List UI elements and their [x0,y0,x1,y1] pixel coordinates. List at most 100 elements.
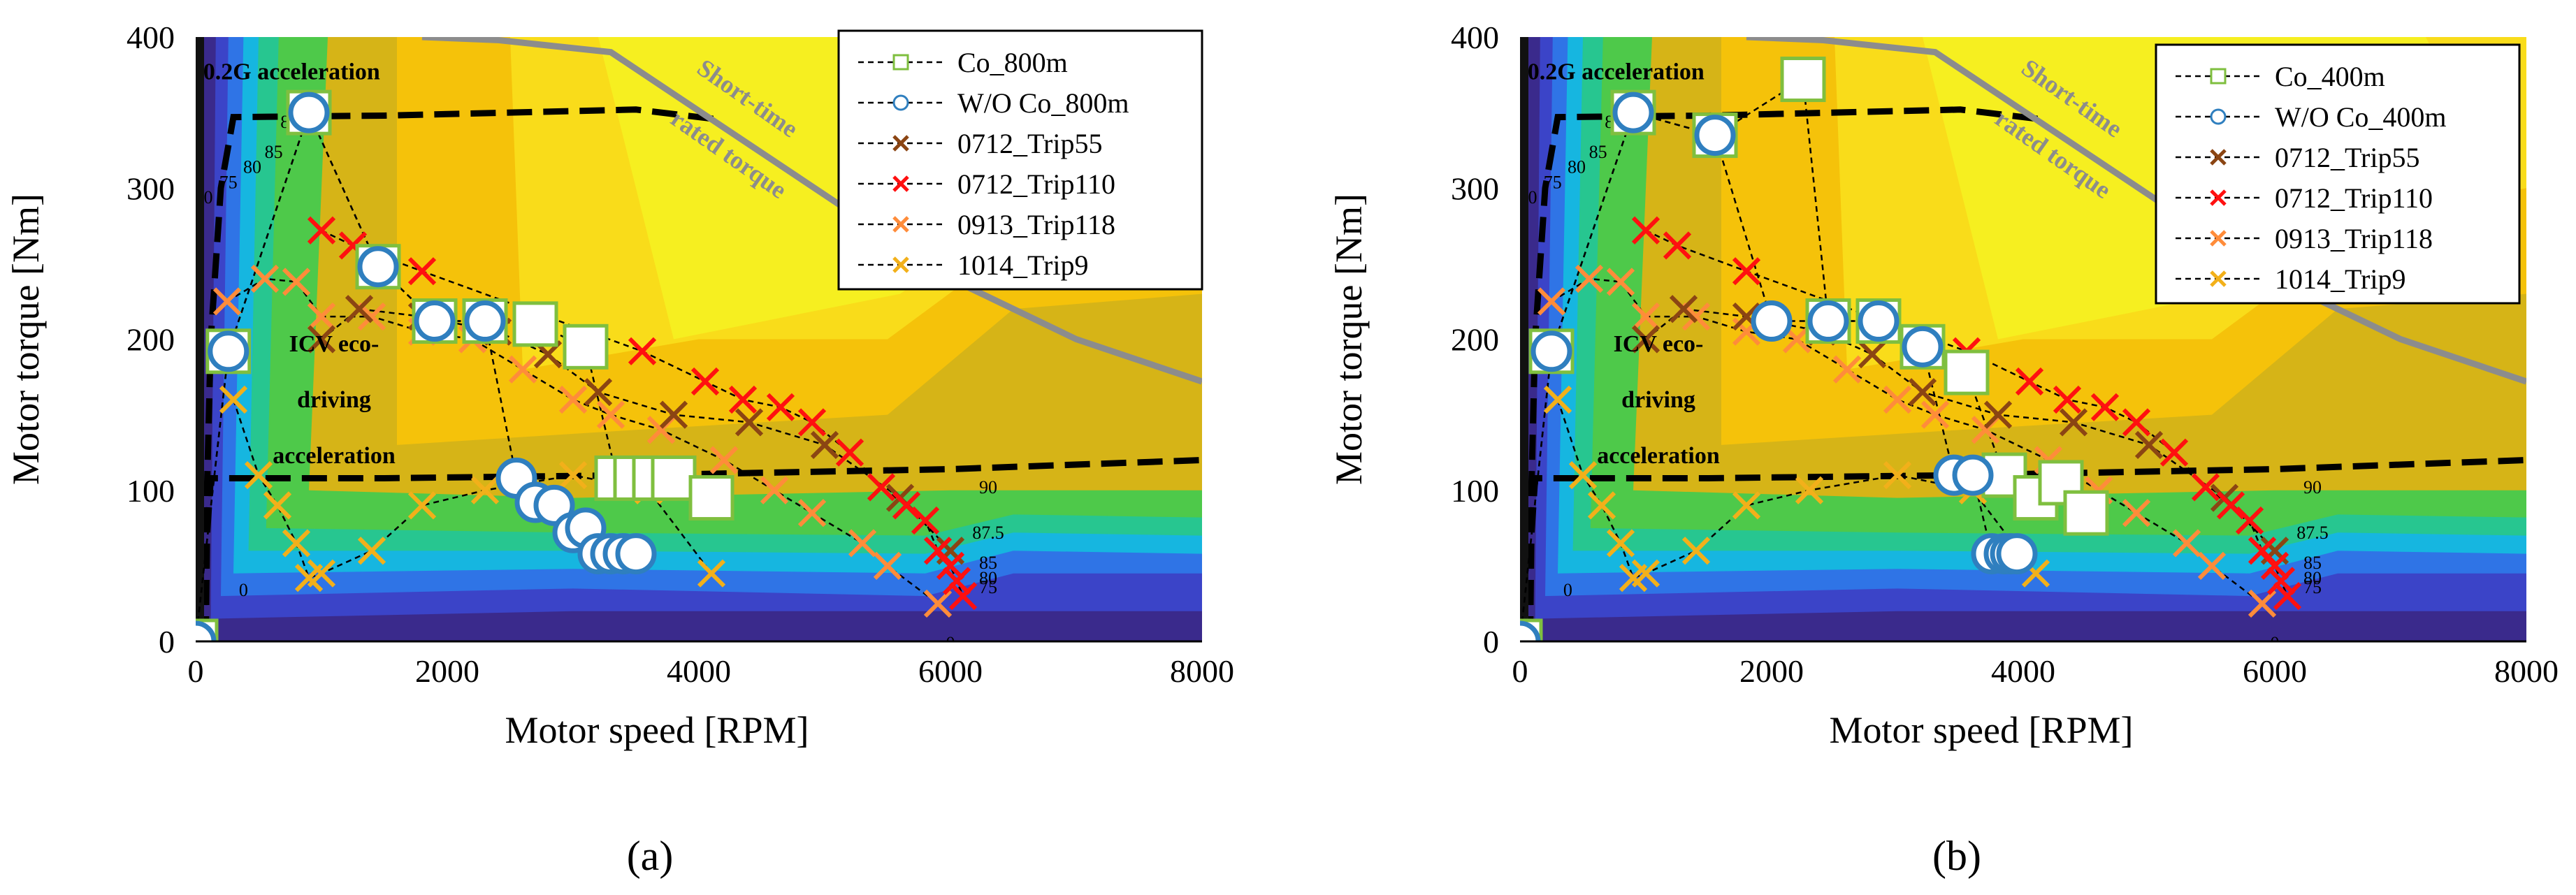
point-0712-trip55 [1631,325,1660,354]
contour-floor [196,623,1202,641]
x-stroke [1663,231,1692,260]
x-tick-label: 4000 [1991,653,2055,689]
x-stroke [659,400,688,429]
point-wo [208,330,249,372]
left-boundary-bar [196,37,204,641]
legend-marker-circle [2210,108,2227,125]
point-0913-trip118 [709,446,739,474]
contour-label: 0 [2271,633,2280,653]
legend-marker-x [892,256,909,273]
point-0913-trip118 [1631,302,1660,331]
point-0712-trip110 [2122,408,2151,437]
x-stroke [1606,529,1635,558]
point-0712-trip55 [2059,408,2088,437]
annotation-eco: acceleration [1597,443,1720,469]
contour-label: 0 [946,633,955,653]
legend-label: 1014_Trip9 [957,249,1088,281]
point-wo [615,533,657,575]
legend-label: W/O Co_800m [957,87,1129,119]
legend-box [837,29,1203,291]
point-0913-trip118 [1575,264,1604,293]
contour-label: 90 [979,477,997,497]
point-wo [288,92,330,133]
x-stroke [307,325,336,354]
point-0913-trip118 [873,551,902,580]
point-0913-trip118 [250,264,280,293]
y-axis-label: Motor torque [Nm] [1328,194,1370,485]
legend-label: 0913_Trip118 [2275,223,2433,254]
point-0913-trip118 [212,287,242,316]
x-stroke [1669,295,1698,323]
y-tick-label: 200 [126,322,175,358]
point-0913-trip118 [307,302,336,331]
x-stroke [357,537,386,565]
x-stroke [2059,408,2088,437]
x-stroke [2248,537,2277,565]
x-stroke [307,559,336,588]
x-stroke [1732,491,1761,520]
point-1014-trip9 [1543,385,1572,414]
x-stroke [2053,385,2082,414]
legend-marker-x [892,216,909,233]
point-1014-trip9 [357,537,386,565]
point-0712-trip110 [911,506,940,535]
legend-marker-x [2210,149,2227,166]
x-stroke [1631,325,1660,354]
point-co [1944,349,1990,395]
x-stroke [1858,340,1887,369]
x-stroke [508,355,537,384]
point-wo [196,620,217,641]
point-0913-trip118 [2122,499,2151,527]
point-co [512,301,558,347]
x-stroke [735,408,764,437]
x-stroke [558,385,588,414]
annotation-eco: acceleration [273,443,396,469]
contour-label: 85 [265,142,283,162]
rated-torque-line [1746,37,2526,385]
y-tick-label: 200 [1451,322,1499,358]
point-wo [1694,115,1736,157]
x-stroke [2235,506,2264,535]
x-stroke [263,491,292,520]
legend-item: 1014_Trip9 [858,249,1088,281]
point-0712-trip110 [948,582,978,611]
point-0712-trip110 [2191,473,2220,502]
x-stroke [219,385,248,414]
x-stroke [867,473,896,502]
point-1014-trip9 [1631,559,1660,588]
point-0712-trip110 [690,367,720,396]
legend-item: W/O Co_800m [858,87,1129,119]
x-stroke [2159,438,2189,467]
x-stroke [2197,551,2227,580]
point-0913-trip118 [923,589,953,618]
point-0712-trip110 [936,551,965,580]
caption-a: (a) [627,833,674,879]
point-wo [1520,620,1541,641]
x-stroke [1537,287,1566,316]
point-0712-trip110 [2273,582,2302,611]
contour-floor [1520,623,2526,641]
legend-label: 0712_Trip55 [2275,142,2419,173]
x-stroke [1681,302,1711,331]
y-tick-label: 100 [1451,473,1499,509]
x-tick-label: 2000 [415,653,479,689]
point-wo [1751,300,1793,342]
annotation-02g: 0.2G acceleration [203,59,380,85]
point-co [2063,490,2109,536]
x-stroke [345,295,374,323]
x-stroke [2172,529,2201,558]
point-0913-trip118 [848,529,877,558]
x-stroke [282,529,311,558]
point-co [651,455,697,501]
legend-marker-x [2210,230,2227,247]
point-0913-trip118 [760,476,789,504]
point-wo [1996,533,2038,575]
x-stroke [1920,400,1950,429]
x-stroke [923,589,953,618]
point-0712-trip110 [2260,551,2289,580]
y-tick-label: 400 [1451,20,1499,55]
y-tick-label: 400 [126,20,175,55]
contour-label: 80 [1568,157,1586,177]
